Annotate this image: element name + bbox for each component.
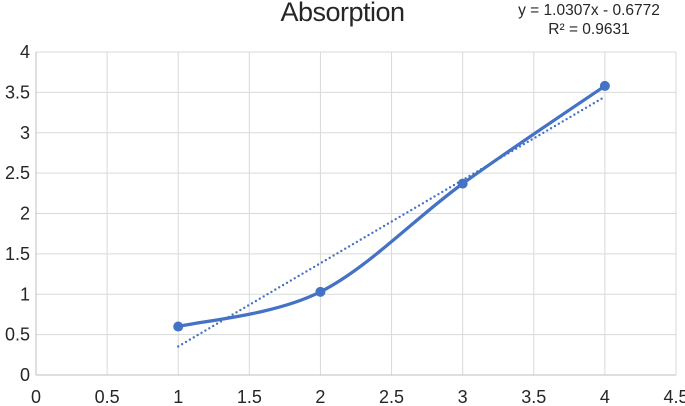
series-markers: [173, 80, 610, 332]
x-tick-label: 4: [600, 387, 610, 406]
y-axis-tick-labels[interactable]: 0 0.5 1 1.5 2 2.5 3 3.5 4: [5, 42, 30, 385]
x-tick-label: 1.5: [237, 387, 262, 406]
y-tick-label: 0.5: [5, 325, 30, 345]
x-tick-label: 3.5: [521, 387, 546, 406]
data-point-marker[interactable]: [315, 286, 326, 297]
data-point-marker[interactable]: [457, 178, 468, 189]
y-tick-label: 2: [20, 204, 30, 224]
x-tick-label: 4.5: [663, 387, 685, 406]
gridlines: [36, 51, 677, 375]
data-point-marker[interactable]: [173, 321, 184, 332]
y-tick-label: 3: [20, 123, 30, 143]
x-tick-label: 3: [458, 387, 468, 406]
trendline-equation: y = 1.0307x - 0.6772: [518, 2, 660, 19]
y-tick-label: 1: [20, 284, 30, 304]
y-tick-label: 4: [20, 42, 30, 62]
y-tick-label: 0: [20, 365, 30, 385]
axes: [35, 52, 676, 376]
y-tick-label: 1.5: [5, 244, 30, 264]
trendline-dotted[interactable]: [177, 95, 607, 348]
x-tick-label: 2: [315, 387, 325, 406]
chart-title[interactable]: Absorption: [280, 0, 405, 27]
y-tick-label: 3.5: [5, 82, 30, 102]
trendline-label[interactable]: y = 1.0307x - 0.6772 R² = 0.9631: [494, 2, 684, 39]
x-tick-label: 1: [173, 387, 183, 406]
data-point-marker[interactable]: [599, 80, 610, 91]
x-tick-label: 0.5: [95, 387, 120, 406]
series-line[interactable]: [176, 84, 607, 329]
x-tick-label: 2.5: [379, 387, 404, 406]
x-tick-label: 0: [31, 387, 41, 406]
trendline-r-squared: R² = 0.9631: [548, 20, 630, 38]
x-axis-tick-labels[interactable]: 0 0.5 1 1.5 2 2.5 3 3.5 4 4.5: [31, 387, 685, 406]
y-tick-label: 2.5: [5, 163, 30, 183]
